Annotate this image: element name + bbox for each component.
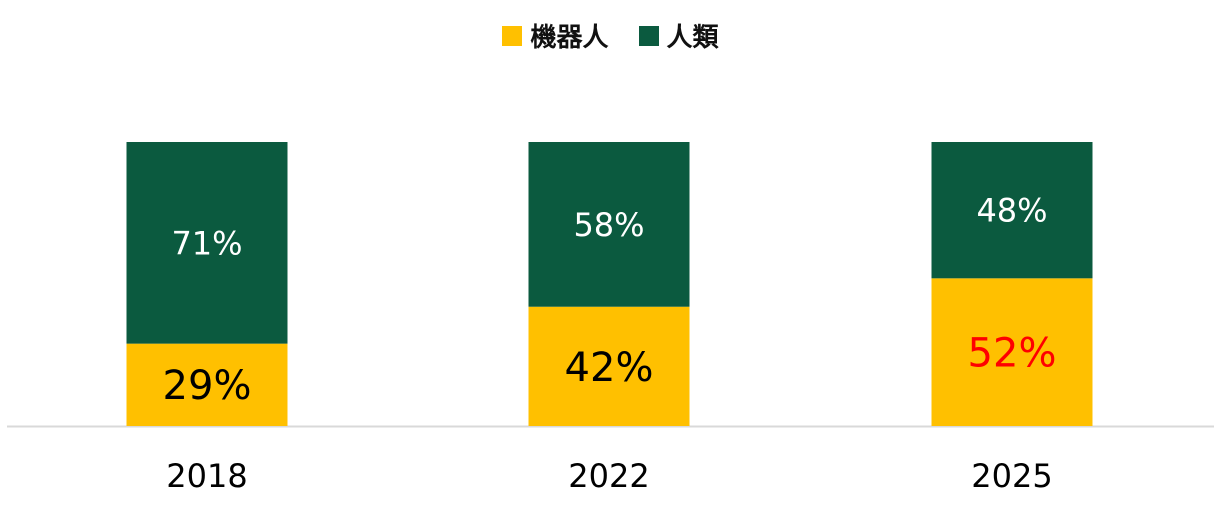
bar-human-2025 xyxy=(931,142,1093,279)
x-tick-label-2022: 2022 xyxy=(568,457,649,495)
bar-robot-2022 xyxy=(528,306,690,426)
legend-label-human: 人類 xyxy=(666,23,719,53)
legend-item-human: 人類 xyxy=(638,17,719,54)
data-label-robot-2018: 29% xyxy=(163,363,252,409)
chart-legend: 機器人 人類 xyxy=(0,17,1221,54)
legend-swatch-human xyxy=(638,25,659,46)
data-label-human-2025: 48% xyxy=(976,192,1047,230)
bar-robot-2018 xyxy=(126,343,288,426)
data-label-robot-2022: 42% xyxy=(565,345,654,391)
legend-item-robot: 機器人 xyxy=(502,17,609,54)
bar-human-2018 xyxy=(126,142,288,344)
legend-swatch-robot xyxy=(502,25,523,46)
x-tick-label-2025: 2025 xyxy=(971,457,1052,495)
x-tick-label-2018: 2018 xyxy=(166,457,247,495)
data-label-human-2022: 58% xyxy=(573,206,644,244)
data-label-robot-2025: 52% xyxy=(968,331,1057,377)
bar-robot-2025 xyxy=(931,278,1093,426)
legend-label-robot: 機器人 xyxy=(530,23,609,53)
bar-human-2022 xyxy=(528,142,690,307)
data-label-human-2018: 71% xyxy=(171,224,242,262)
